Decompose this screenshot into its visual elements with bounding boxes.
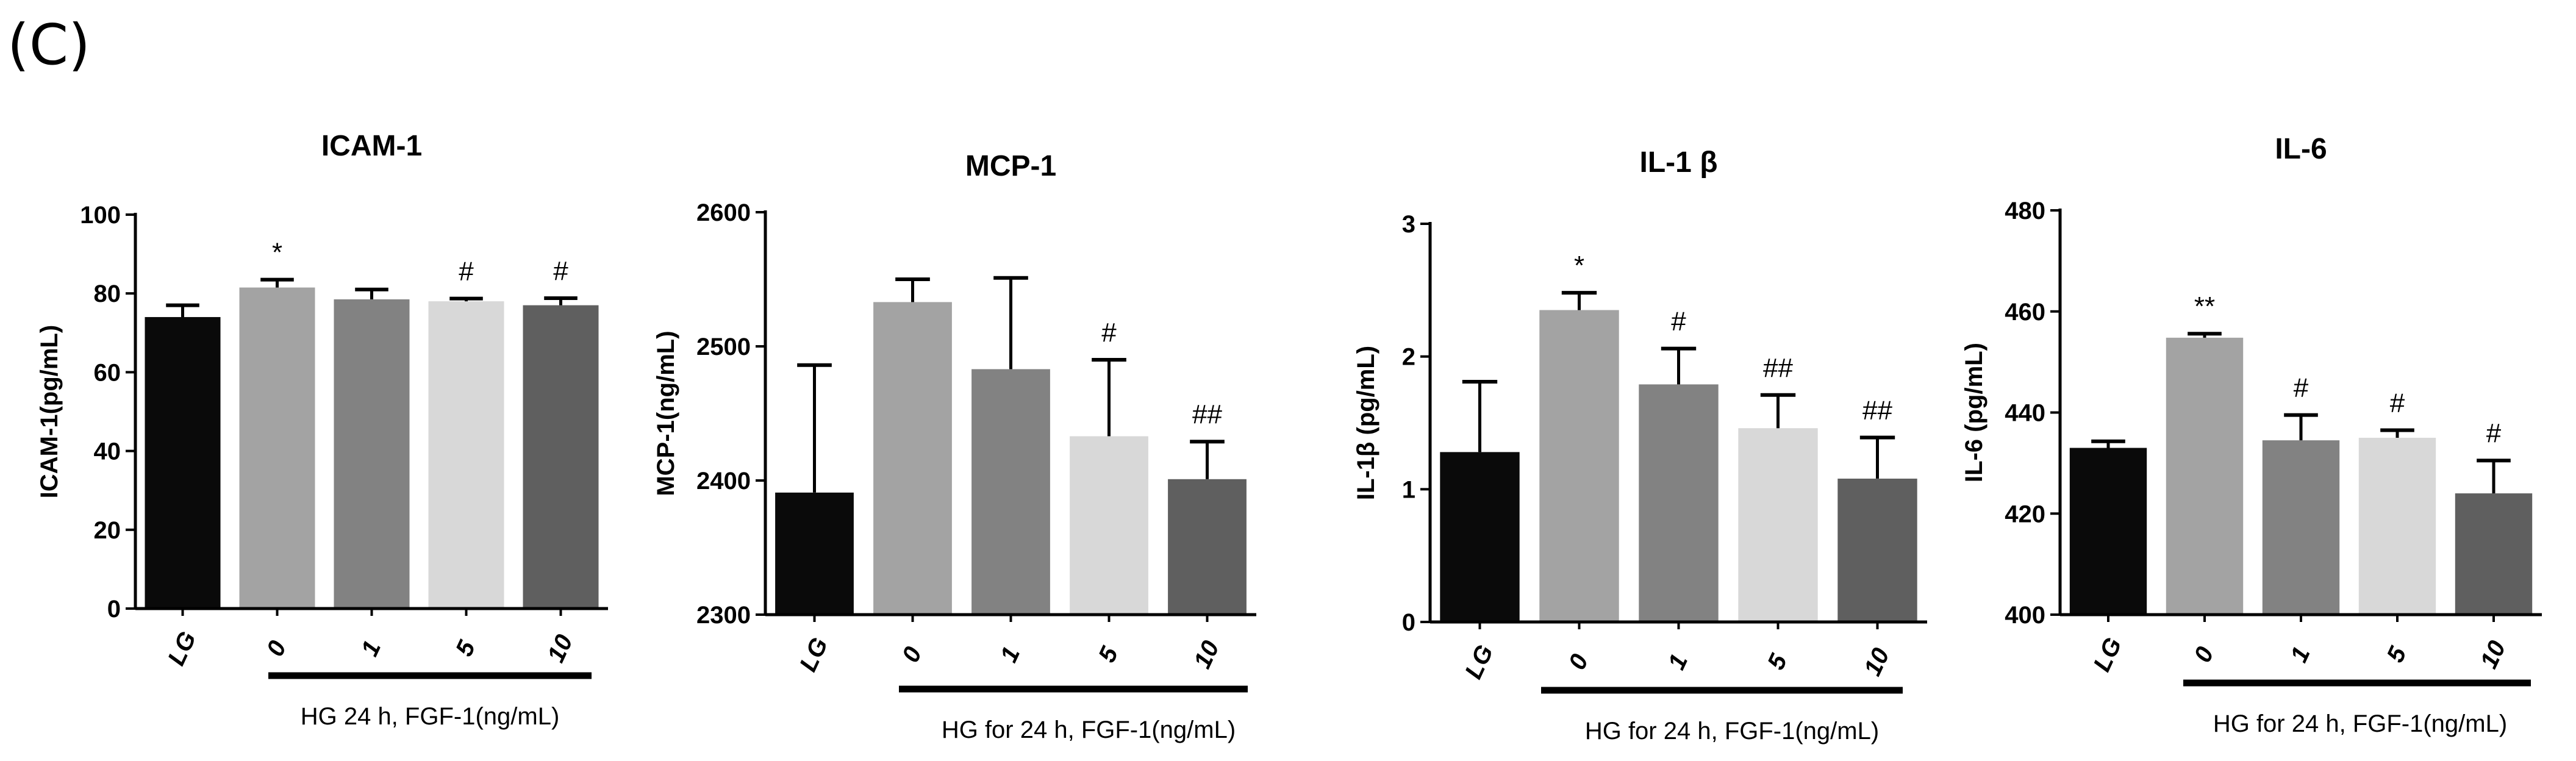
bar-1 [334, 299, 410, 609]
chart-title: ICAM-1 [321, 130, 422, 162]
y-axis-label: IL-1β (pg/mL) [1353, 346, 1379, 500]
bar-0 [2166, 337, 2244, 615]
significance-mark: ## [1192, 399, 1222, 429]
y-tick-label: 3 [1402, 211, 1415, 238]
bar-0 [873, 302, 952, 615]
x-tick-label: 1 [995, 643, 1025, 666]
significance-mark: # [2294, 373, 2309, 403]
x-tick-label: 10 [1859, 644, 1895, 680]
bar-LG [775, 492, 854, 615]
bar-10 [2455, 493, 2533, 615]
bar-LG [2069, 448, 2147, 615]
bar-10 [1837, 478, 1917, 622]
y-tick-label: 400 [2005, 602, 2045, 629]
x-tick-label: 1 [2285, 643, 2315, 666]
x-tick-label: 10 [2475, 637, 2511, 673]
bar-1 [971, 369, 1050, 615]
significance-mark: ## [1763, 353, 1793, 383]
significance-mark: ## [1862, 395, 1892, 425]
y-tick-label: 1 [1402, 476, 1415, 503]
x-tick-label: 0 [262, 637, 292, 660]
x-tick-label: 5 [451, 637, 481, 660]
x-tick-label: 5 [2381, 643, 2412, 666]
bar-5 [1070, 436, 1148, 615]
y-tick-label: 0 [1402, 609, 1415, 636]
chart-panel-3: IL-1 β LG * 0 #1 ## 5 ## 10 0 1 2 3 IL-1β (pg/mL) HG f… [1353, 146, 1927, 745]
x-tick-label: 5 [1762, 650, 1793, 674]
bar-LG [1440, 452, 1520, 622]
y-axis-label: MCP-1(ng/mL) [653, 330, 679, 496]
bar-5 [1738, 428, 1818, 622]
x-tick-label: 1 [356, 637, 386, 660]
significance-mark: ** [2194, 291, 2215, 321]
y-tick-label: 0 [107, 596, 121, 623]
y-tick-label: 60 [94, 359, 121, 386]
y-tick-label: 2500 [696, 334, 751, 360]
panel-label: (C) [7, 12, 90, 77]
y-tick-label: 2300 [696, 602, 751, 629]
significance-mark: # [459, 257, 474, 287]
bar-1 [1639, 384, 1719, 622]
bar-5 [2358, 437, 2436, 615]
y-axis-label: IL-6 (pg/mL) [1961, 343, 1987, 482]
y-tick-label: 440 [2005, 400, 2045, 427]
significance-mark: # [2390, 388, 2405, 418]
chart-title: MCP-1 [965, 150, 1056, 182]
x-tick-label: 10 [542, 631, 578, 666]
x-tick-label: 0 [1564, 650, 1594, 674]
x-tick-label: LG [1460, 641, 1498, 683]
x-tick-label: 5 [1093, 643, 1124, 666]
significance-mark: # [2486, 418, 2502, 448]
x-axis-label: HG for 24 h, FGF-1(ng/mL) [942, 716, 1236, 743]
bar-0 [239, 287, 315, 609]
significance-mark: # [553, 256, 568, 286]
y-axis-label: ICAM-1(pg/mL) [36, 325, 63, 498]
significance-mark: # [1101, 318, 1117, 348]
bar-5 [428, 301, 504, 609]
chart-panel-2: MCP-1 LG 0 1 #5 ## 10 2300 2400 2500 2600 MCP-1(ng/… [653, 150, 1256, 743]
y-tick-label: 420 [2005, 501, 2045, 527]
chart-title: IL-6 [2275, 133, 2327, 165]
x-tick-label: LG [795, 634, 833, 676]
y-tick-label: 20 [94, 517, 121, 544]
x-tick-label: 0 [2189, 643, 2219, 666]
bar-10 [1168, 479, 1247, 615]
x-axis-label: HG for 24 h, FGF-1(ng/mL) [1585, 718, 1879, 745]
y-tick-label: 460 [2005, 299, 2045, 326]
x-tick-label: LG [163, 627, 201, 670]
bar-10 [523, 305, 599, 609]
y-tick-label: 480 [2005, 198, 2045, 224]
chart-title: IL-1 β [1640, 146, 1718, 179]
bar-0 [1539, 310, 1619, 622]
x-tick-label: 10 [1189, 637, 1225, 673]
y-tick-label: 100 [80, 202, 121, 229]
x-tick-label: 1 [1663, 650, 1693, 674]
x-tick-label: 0 [897, 643, 927, 666]
bar-LG [145, 316, 221, 609]
significance-mark: * [272, 238, 282, 268]
y-tick-label: 80 [94, 280, 121, 307]
x-tick-label: LG [2088, 634, 2127, 676]
x-axis-label: HG 24 h, FGF-1(ng/mL) [301, 703, 560, 730]
x-axis-label: HG for 24 h, FGF-1(ng/mL) [2213, 710, 2507, 737]
chart-panel-1: ICAM-1LG*0 1#5#10020406080100ICAM-1(pg/mL… [36, 130, 608, 730]
significance-mark: * [1574, 251, 1584, 280]
significance-mark: # [1671, 307, 1686, 337]
y-tick-label: 2400 [696, 468, 751, 495]
y-tick-label: 2 [1402, 344, 1415, 371]
bar-1 [2262, 440, 2340, 615]
y-tick-label: 2600 [696, 199, 751, 226]
y-tick-label: 40 [94, 438, 121, 465]
chart-panel-4: IL-6 LG ** 0 #1 #5 #10 400 420 440 460 480 IL-6 (pg/… [1961, 133, 2542, 737]
